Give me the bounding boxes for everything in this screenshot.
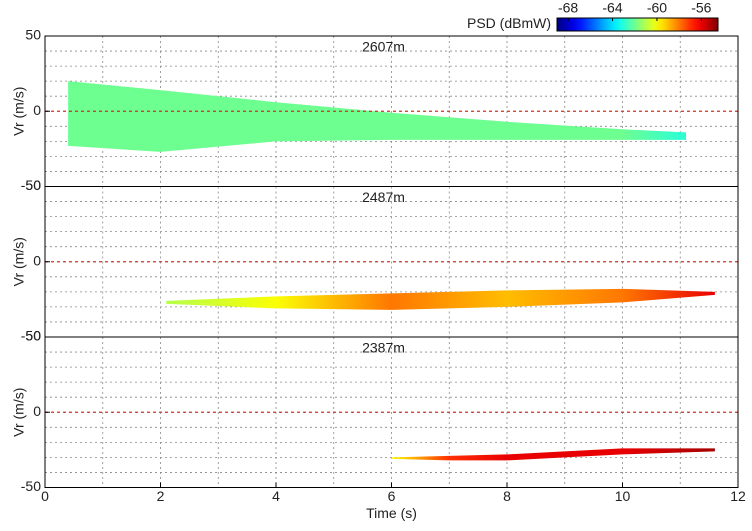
y-tick-label: 0	[33, 252, 41, 268]
y-tick-label: 50	[25, 177, 41, 193]
y-axis-label: Vr (m/s)	[11, 388, 27, 437]
y-tick-label: 50	[25, 27, 41, 43]
psd-band	[391, 448, 715, 461]
y-axis-label: Vr (m/s)	[11, 237, 27, 286]
x-tick-label: 8	[503, 488, 511, 504]
y-tick-label: -50	[21, 478, 41, 494]
psd-band	[166, 288, 715, 310]
psd-band	[68, 81, 687, 152]
y-tick-label: 50	[25, 328, 41, 344]
y-tick-label: 0	[33, 102, 41, 118]
colorbar-label: PSD (dBmW)	[467, 15, 551, 31]
y-tick-label: -50	[21, 177, 41, 193]
x-tick-label: 0	[41, 488, 49, 504]
panel-title: 2387m	[362, 340, 405, 356]
panel-title: 2607m	[362, 39, 405, 55]
x-tick-label: 4	[272, 488, 280, 504]
x-tick-label: 2	[157, 488, 165, 504]
x-tick-label: 12	[730, 488, 746, 504]
y-tick-label: 0	[33, 403, 41, 419]
y-tick-label: -50	[21, 328, 41, 344]
colorbar-tick-label: -68	[558, 0, 578, 16]
colorbar-tick-label: -56	[691, 0, 711, 16]
x-axis-label: Time (s)	[366, 505, 417, 521]
colorbar-tick-label: -64	[602, 0, 622, 16]
y-axis-label: Vr (m/s)	[11, 87, 27, 136]
colorbar	[556, 17, 719, 32]
panel-title: 2487m	[362, 189, 405, 205]
x-tick-label: 10	[615, 488, 631, 504]
colorbar-tick-label: -60	[647, 0, 667, 16]
x-tick-label: 6	[388, 488, 396, 504]
